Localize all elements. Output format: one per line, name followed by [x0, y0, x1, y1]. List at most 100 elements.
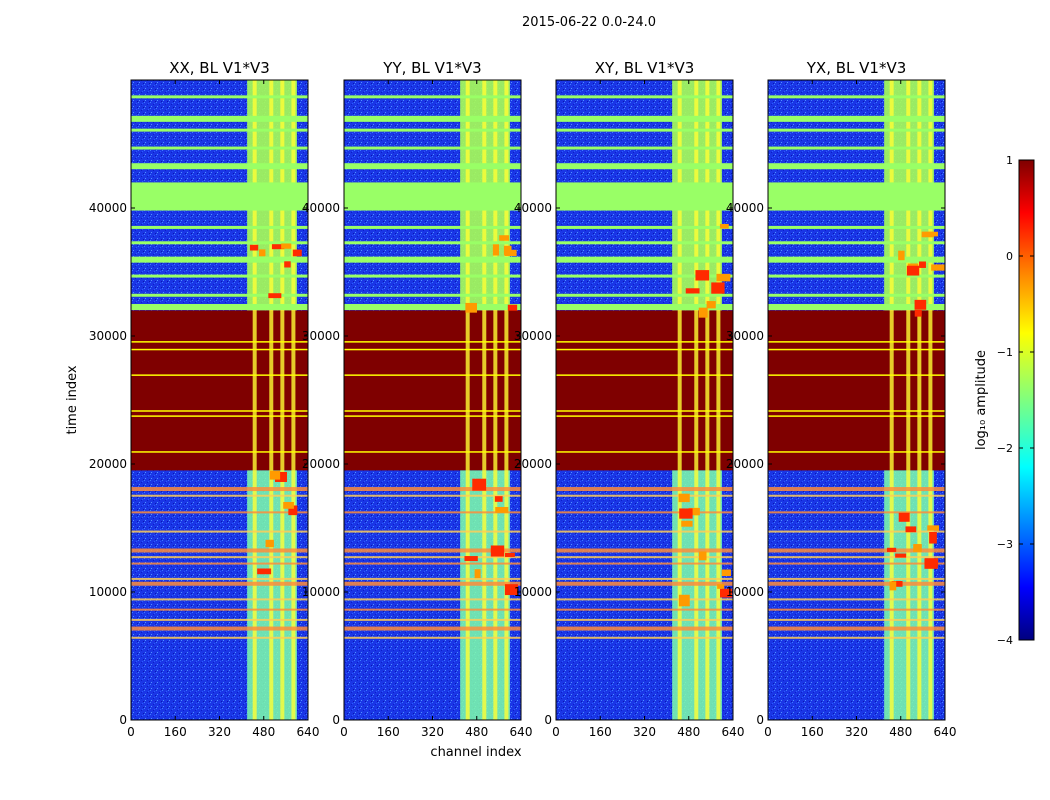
saturated-flag-line	[556, 410, 733, 412]
rfi-row	[556, 556, 733, 559]
panel-1: XX, BL V1*V3 0 160 320 480 640 0 10000 20000 3000…	[89, 59, 320, 739]
channel-stripe	[917, 80, 922, 720]
rfi-row	[344, 511, 521, 514]
hot-pixel	[474, 569, 481, 579]
y-axis-label: time index	[65, 365, 80, 434]
x-tick-label: 640	[722, 725, 745, 739]
flag-row	[344, 293, 521, 297]
rfi-row	[768, 562, 945, 565]
x-tick-label: 480	[677, 725, 700, 739]
x-tick-label: 0	[340, 725, 348, 739]
hot-pixel	[288, 505, 298, 516]
rfi-row	[768, 530, 945, 533]
hot-pixel	[284, 261, 291, 268]
rfi-row	[556, 626, 733, 631]
flag-row	[344, 256, 521, 263]
saturated-flag-line	[131, 415, 308, 417]
y-tick-label: 40000	[302, 201, 340, 215]
hot-pixel	[678, 594, 690, 607]
hot-pixel	[906, 265, 920, 276]
x-tick-label: 320	[421, 725, 444, 739]
flag-row	[131, 304, 308, 310]
flag-row	[556, 241, 733, 245]
hot-pixel	[919, 261, 926, 268]
rfi-row	[131, 626, 308, 631]
hot-pixel	[464, 556, 478, 562]
hot-pixel	[504, 584, 518, 596]
hot-pixel	[895, 553, 907, 558]
x-tick-label: 320	[845, 725, 868, 739]
hot-pixel	[283, 501, 294, 509]
flag-row	[768, 293, 945, 297]
saturated-flag-line	[768, 410, 945, 412]
hot-pixel	[472, 478, 487, 491]
hot-pixel	[292, 249, 302, 257]
panel-title: YY, BL V1*V3	[382, 59, 481, 77]
rfi-row	[556, 511, 733, 514]
flag-row	[131, 225, 308, 229]
hot-pixel	[503, 245, 512, 255]
rfi-row	[131, 494, 308, 497]
flag-row	[768, 146, 945, 150]
y-tick-label: 0	[756, 713, 764, 727]
hot-pixel	[465, 302, 477, 313]
y-tick-label: 0	[332, 713, 340, 727]
saturated-flag-line	[768, 374, 945, 376]
saturated-flag-line	[768, 415, 945, 417]
flag-row	[768, 274, 945, 278]
saturated-flag-line	[556, 348, 733, 351]
x-tick-label: 160	[377, 725, 400, 739]
saturated-flag-line	[556, 374, 733, 376]
channel-stripe	[694, 80, 699, 720]
hot-pixel	[931, 231, 938, 237]
rfi-row	[768, 548, 945, 553]
rfi-row	[768, 556, 945, 559]
rfi-row	[556, 548, 733, 553]
hot-pixel	[914, 299, 927, 310]
hot-pixel	[913, 544, 922, 552]
flag-row	[768, 163, 945, 170]
colorbar-gradient	[1018, 159, 1035, 641]
hot-pixel	[494, 496, 503, 502]
rfi-row	[344, 562, 521, 565]
rfi-row	[556, 530, 733, 533]
flag-row	[768, 128, 945, 132]
x-tick-label: 480	[465, 725, 488, 739]
flag-row	[131, 256, 308, 263]
saturated-flag-line	[344, 374, 521, 376]
flag-row	[556, 146, 733, 150]
channel-stripe	[252, 80, 257, 720]
rfi-row	[768, 626, 945, 631]
rfi-row	[131, 487, 308, 492]
figure-title: 2015-06-22 0.0-24.0	[522, 15, 656, 30]
x-tick-label: 480	[252, 725, 275, 739]
channel-stripe	[291, 80, 296, 720]
saturated-flag-line	[768, 451, 945, 453]
rfi-row	[556, 577, 733, 580]
flag-row	[344, 115, 521, 122]
y-tick-label: 10000	[302, 585, 340, 599]
saturated-block	[344, 310, 521, 471]
flag-row	[131, 95, 308, 99]
x-tick-label: 640	[297, 725, 320, 739]
hot-pixel	[685, 288, 700, 294]
flag-row	[556, 115, 733, 122]
x-tick-label: 160	[164, 725, 187, 739]
rfi-row	[344, 608, 521, 611]
x-tick-label: 160	[589, 725, 612, 739]
channel-stripe	[280, 80, 285, 720]
hot-pixel	[249, 244, 259, 251]
channel-stripe	[705, 80, 710, 720]
rfi-row	[768, 618, 945, 621]
rfi-row	[556, 608, 733, 611]
hot-pixel	[258, 249, 266, 257]
hot-pixel	[507, 304, 518, 311]
rfi-row	[768, 487, 945, 492]
rfi-row	[131, 577, 308, 580]
saturated-flag-line	[131, 341, 308, 343]
channel-stripe	[482, 80, 487, 720]
y-tick-label: 30000	[514, 329, 552, 343]
channel-stripe	[906, 80, 911, 720]
rfi-row	[768, 636, 945, 639]
rfi-row	[344, 626, 521, 631]
